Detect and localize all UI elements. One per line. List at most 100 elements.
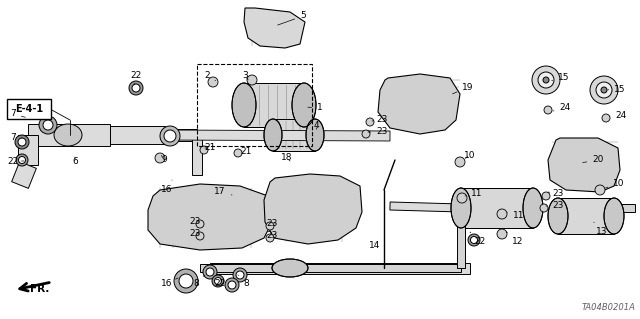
Text: 5: 5	[278, 11, 306, 25]
Ellipse shape	[596, 82, 612, 98]
Polygon shape	[390, 202, 461, 212]
Polygon shape	[110, 126, 165, 144]
Text: 23: 23	[266, 219, 278, 228]
Text: 2: 2	[204, 71, 216, 81]
Text: 16: 16	[161, 180, 173, 195]
Polygon shape	[192, 135, 202, 175]
Polygon shape	[244, 8, 305, 48]
Text: 23: 23	[546, 202, 564, 211]
Circle shape	[129, 81, 143, 95]
Circle shape	[196, 220, 204, 228]
Circle shape	[212, 275, 224, 287]
Circle shape	[236, 271, 244, 279]
Ellipse shape	[543, 77, 549, 83]
Text: 6: 6	[72, 157, 78, 167]
Text: 9: 9	[161, 155, 167, 165]
FancyBboxPatch shape	[7, 99, 51, 119]
Text: 24: 24	[553, 103, 571, 113]
Circle shape	[228, 281, 236, 289]
Circle shape	[18, 138, 26, 146]
Circle shape	[266, 234, 274, 242]
Text: 21: 21	[204, 144, 216, 152]
Circle shape	[164, 130, 176, 142]
Text: 23: 23	[372, 115, 388, 124]
Circle shape	[366, 118, 374, 126]
Text: 16: 16	[161, 278, 178, 287]
Text: 22: 22	[214, 279, 226, 288]
Circle shape	[602, 114, 610, 122]
Circle shape	[595, 185, 605, 195]
Text: 23: 23	[189, 218, 201, 226]
Text: 13: 13	[594, 222, 608, 236]
Text: 21: 21	[240, 146, 252, 155]
Circle shape	[208, 77, 218, 87]
Bar	[558, 198, 614, 234]
Circle shape	[455, 157, 465, 167]
Polygon shape	[457, 208, 465, 268]
Circle shape	[160, 126, 180, 146]
Circle shape	[225, 278, 239, 292]
Circle shape	[200, 146, 208, 154]
Circle shape	[203, 265, 217, 279]
Circle shape	[179, 274, 193, 288]
Circle shape	[544, 106, 552, 114]
Ellipse shape	[306, 119, 324, 151]
Polygon shape	[148, 184, 270, 250]
Polygon shape	[18, 135, 38, 165]
Ellipse shape	[538, 72, 554, 88]
Text: 14: 14	[369, 241, 381, 250]
Text: 10: 10	[464, 151, 476, 160]
Circle shape	[457, 193, 467, 203]
Polygon shape	[548, 138, 620, 192]
Bar	[244, 83, 304, 127]
Polygon shape	[264, 174, 362, 244]
Text: 3: 3	[242, 71, 248, 80]
Text: 11: 11	[465, 189, 483, 197]
Polygon shape	[28, 124, 110, 146]
Text: 12: 12	[506, 232, 524, 246]
Text: 7: 7	[10, 109, 26, 118]
Circle shape	[15, 135, 29, 149]
Ellipse shape	[292, 83, 316, 127]
Circle shape	[155, 153, 165, 163]
Text: FR.: FR.	[30, 284, 50, 294]
Ellipse shape	[264, 119, 282, 151]
Ellipse shape	[548, 198, 568, 234]
Circle shape	[233, 268, 247, 282]
Text: E-4-1: E-4-1	[15, 104, 43, 114]
Bar	[273, 119, 315, 151]
Text: 15: 15	[552, 73, 570, 83]
Ellipse shape	[604, 198, 624, 234]
Circle shape	[540, 204, 548, 212]
Text: 22: 22	[131, 71, 141, 85]
Circle shape	[196, 232, 204, 240]
Ellipse shape	[532, 66, 560, 94]
Circle shape	[19, 157, 26, 164]
Circle shape	[362, 130, 370, 138]
Circle shape	[214, 278, 221, 285]
Bar	[461, 188, 533, 228]
Ellipse shape	[523, 188, 543, 228]
Text: 20: 20	[583, 155, 604, 165]
Circle shape	[497, 209, 507, 219]
Circle shape	[174, 269, 198, 293]
Ellipse shape	[601, 87, 607, 93]
Text: 7: 7	[10, 132, 22, 142]
Circle shape	[206, 268, 214, 276]
Ellipse shape	[232, 83, 256, 127]
Polygon shape	[210, 263, 470, 273]
Polygon shape	[378, 74, 460, 134]
Text: 1: 1	[308, 103, 323, 113]
Text: 18: 18	[281, 153, 292, 162]
Text: 4: 4	[313, 121, 319, 130]
Text: 11: 11	[508, 211, 525, 219]
Text: 22: 22	[470, 232, 486, 247]
Circle shape	[234, 149, 242, 157]
Circle shape	[266, 222, 274, 230]
Text: TA04B0201A: TA04B0201A	[582, 303, 636, 312]
Text: 10: 10	[605, 179, 625, 188]
Ellipse shape	[451, 188, 471, 228]
Circle shape	[132, 84, 140, 92]
Ellipse shape	[54, 124, 82, 146]
Circle shape	[470, 236, 477, 243]
